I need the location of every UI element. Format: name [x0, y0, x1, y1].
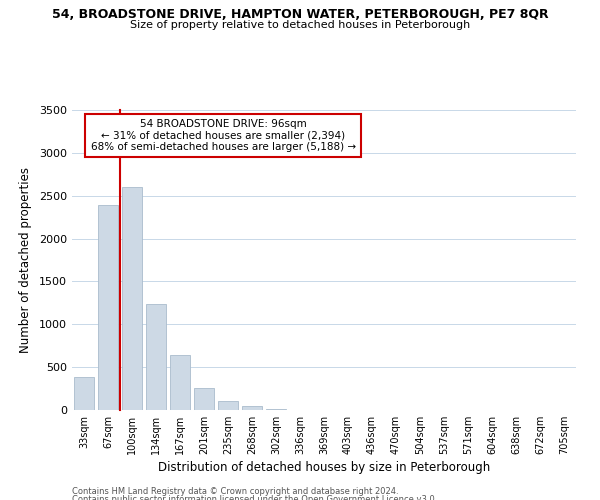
Text: Contains HM Land Registry data © Crown copyright and database right 2024.: Contains HM Land Registry data © Crown c… [72, 488, 398, 496]
X-axis label: Distribution of detached houses by size in Peterborough: Distribution of detached houses by size … [158, 461, 490, 474]
Bar [98, 205, 118, 410]
Bar [74, 376, 94, 410]
Bar [266, 408, 286, 410]
Bar [242, 406, 262, 410]
Bar [122, 187, 142, 410]
Text: 54, BROADSTONE DRIVE, HAMPTON WATER, PETERBOROUGH, PE7 8QR: 54, BROADSTONE DRIVE, HAMPTON WATER, PET… [52, 8, 548, 20]
Bar [194, 388, 214, 410]
Text: Size of property relative to detached houses in Peterborough: Size of property relative to detached ho… [130, 20, 470, 30]
Bar [170, 355, 190, 410]
Text: Contains public sector information licensed under the Open Government Licence v3: Contains public sector information licen… [72, 495, 437, 500]
Bar [146, 304, 166, 410]
Text: 54 BROADSTONE DRIVE: 96sqm
← 31% of detached houses are smaller (2,394)
68% of s: 54 BROADSTONE DRIVE: 96sqm ← 31% of deta… [91, 119, 356, 152]
Bar [218, 402, 238, 410]
Y-axis label: Number of detached properties: Number of detached properties [19, 167, 32, 353]
